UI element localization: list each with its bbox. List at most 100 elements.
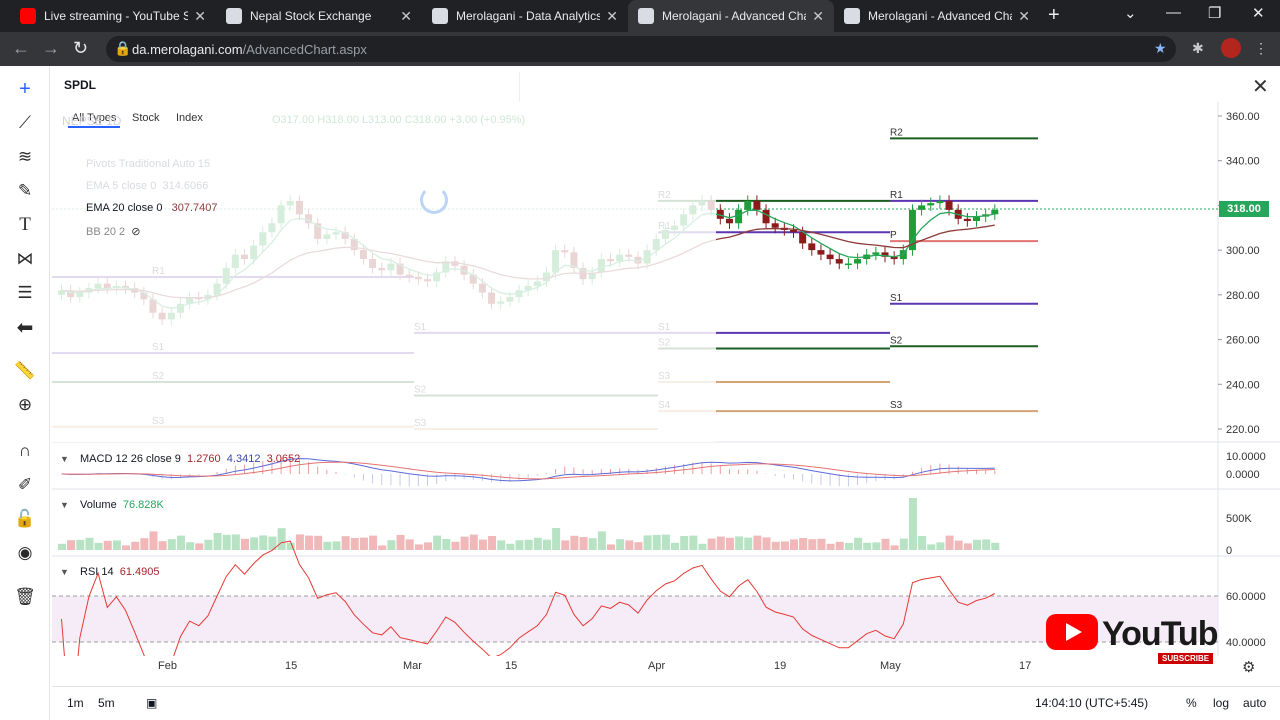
back-icon[interactable]: ← xyxy=(12,38,30,58)
legend-ohlc-faded: O317.00 H318.00 L313.00 C318.00 +3.00 (+… xyxy=(272,114,526,126)
volume-bar xyxy=(405,539,414,550)
pivot-label: R1 xyxy=(890,190,903,201)
reload-icon[interactable]: ↻ xyxy=(73,38,89,58)
browser-menu-icon[interactable]: ⋮ xyxy=(1254,40,1268,56)
volume-bar xyxy=(854,537,863,550)
indicator-tick-label: 0.0000 xyxy=(1226,469,1260,481)
magnet-icon[interactable]: ∩ xyxy=(18,441,32,460)
url-field[interactable]: da.merolagani.com/AdvancedChart.aspx xyxy=(106,36,1176,62)
filter-stock[interactable]: Stock xyxy=(132,112,160,124)
bookmark-star-icon[interactable]: ★ xyxy=(1154,40,1167,56)
close-tab-icon[interactable]: ✕ xyxy=(1018,7,1030,24)
time-axis-label: Mar xyxy=(403,660,422,672)
minimize-icon[interactable]: — xyxy=(1166,4,1181,21)
ruler-icon[interactable]: 📏 xyxy=(14,361,36,380)
tab-search-icon[interactable]: ⌄ xyxy=(1124,5,1137,22)
close-window-icon[interactable]: ✕ xyxy=(1252,5,1265,22)
volume-bar xyxy=(735,536,744,550)
extensions-icon[interactable]: ✱ xyxy=(1192,40,1204,56)
trash-icon[interactable]: 🗑 xyxy=(14,587,36,606)
volume-bar xyxy=(167,539,176,550)
symbol-search-input[interactable]: SPDL xyxy=(52,72,520,102)
browser-tab[interactable]: Nepal Stock Exchange ✕ xyxy=(216,0,422,32)
trend-line-icon[interactable]: ⟋ xyxy=(19,113,31,132)
volume-label: Volume xyxy=(80,499,117,511)
hidden-eye-icon[interactable]: ⊘ xyxy=(131,226,141,238)
lock-icon[interactable]: 🔒 xyxy=(114,40,132,56)
fib-icon[interactable]: ≋ xyxy=(17,147,33,166)
close-tab-icon[interactable]: ✕ xyxy=(400,7,412,24)
date-range-calendar-icon[interactable]: ▣ xyxy=(146,696,158,710)
forward-icon[interactable]: → xyxy=(42,38,60,58)
filter-index[interactable]: Index xyxy=(176,112,203,124)
volume-bar xyxy=(442,539,451,550)
volume-bar xyxy=(652,535,661,550)
candle xyxy=(936,200,944,204)
browser-tab-active[interactable]: Merolagani - Advanced Chart ✕ xyxy=(628,0,834,32)
volume-bar xyxy=(506,543,515,550)
close-search-icon[interactable]: ✕ xyxy=(1252,76,1269,98)
volume-bar xyxy=(112,540,121,550)
legend-volume: ▼ Volume 76.828K xyxy=(60,499,164,511)
crosshair-icon[interactable]: + xyxy=(19,77,31,100)
price-tick-label: 300.00 xyxy=(1226,245,1260,257)
log-scale-toggle[interactable]: log xyxy=(1213,696,1230,710)
volume-bar xyxy=(424,542,432,550)
pivot-label: S2 xyxy=(890,335,903,346)
close-tab-icon[interactable]: ✕ xyxy=(606,7,618,24)
page-favicon-icon xyxy=(432,8,448,24)
candle xyxy=(927,203,935,206)
volume-bar xyxy=(680,536,689,550)
price-tick-label: 240.00 xyxy=(1226,379,1260,391)
volume-bar xyxy=(954,540,963,550)
chart-settings-gear-icon[interactable]: ⚙ xyxy=(1242,659,1256,676)
range-5m-button[interactable]: 5m xyxy=(98,696,115,710)
collapse-chevron-icon[interactable]: ▼ xyxy=(60,454,69,464)
browser-tab[interactable]: Live streaming - YouTube Studio ✕ xyxy=(10,0,216,32)
close-tab-icon[interactable]: ✕ xyxy=(194,7,206,24)
volume-bar xyxy=(570,535,579,550)
auto-scale-toggle[interactable]: auto xyxy=(1243,696,1267,710)
loading-spinner xyxy=(420,186,448,214)
filter-all-types[interactable]: All Types xyxy=(68,110,121,128)
avatar[interactable] xyxy=(1221,38,1241,58)
collapse-chevron-icon[interactable]: ▼ xyxy=(60,567,69,577)
close-tab-icon[interactable]: ✕ xyxy=(812,7,824,24)
volume-bar xyxy=(305,535,314,550)
volume-bar xyxy=(286,542,295,550)
pencil-lock-icon[interactable]: ✐ xyxy=(17,475,33,494)
new-tab-icon[interactable]: + xyxy=(1048,4,1060,26)
volume-bar xyxy=(844,543,853,550)
brush-icon[interactable]: ✎ xyxy=(17,181,33,200)
pattern-icon[interactable]: ⋈ xyxy=(16,249,34,268)
back-arrow-icon[interactable]: ⬅ xyxy=(16,316,34,339)
volume-bar xyxy=(268,536,277,550)
candle xyxy=(725,218,733,224)
zoom-in-icon[interactable]: ⊕ xyxy=(17,395,33,414)
lock-icon[interactable]: 🔓 xyxy=(14,509,36,528)
advanced-chart-app: + ⟋ ≋ ✎ T ⋈ ☰ ⬅ 📏 ⊕ ∩ ✐ 🔓 ◉ 🗑 R1S1S2S3S1… xyxy=(0,66,1280,720)
volume-bar xyxy=(58,543,66,550)
maximize-icon[interactable]: ❐ xyxy=(1208,5,1222,22)
text-icon[interactable]: T xyxy=(19,214,31,235)
browser-tab[interactable]: Merolagani - Advanced Chart ✕ xyxy=(834,0,1040,32)
prediction-icon[interactable]: ☰ xyxy=(17,283,33,302)
rsi-label: RSI 14 xyxy=(80,566,114,578)
collapse-chevron-icon[interactable]: ▼ xyxy=(60,500,69,510)
page-favicon-icon xyxy=(638,8,654,24)
candle xyxy=(835,259,843,264)
candle xyxy=(881,252,889,257)
candle xyxy=(872,252,880,255)
rsi-line xyxy=(61,540,996,656)
subscribe-badge[interactable]: SUBSCRIBE xyxy=(1158,653,1214,664)
tab-title: Merolagani - Data Analytics Pl xyxy=(456,9,601,23)
volume-bar xyxy=(542,539,551,550)
eye-icon[interactable]: ◉ xyxy=(17,543,33,562)
browser-tab[interactable]: Merolagani - Data Analytics Pl ✕ xyxy=(422,0,628,32)
range-1m-button[interactable]: 1m xyxy=(67,696,84,710)
volume-bar xyxy=(799,538,808,550)
youtube-wordmark: YouTube xyxy=(1102,615,1218,652)
indicator-tick-label: 0 xyxy=(1226,545,1232,557)
time-axis-label: 17 xyxy=(1019,660,1032,672)
percent-scale-toggle[interactable]: % xyxy=(1186,696,1197,710)
